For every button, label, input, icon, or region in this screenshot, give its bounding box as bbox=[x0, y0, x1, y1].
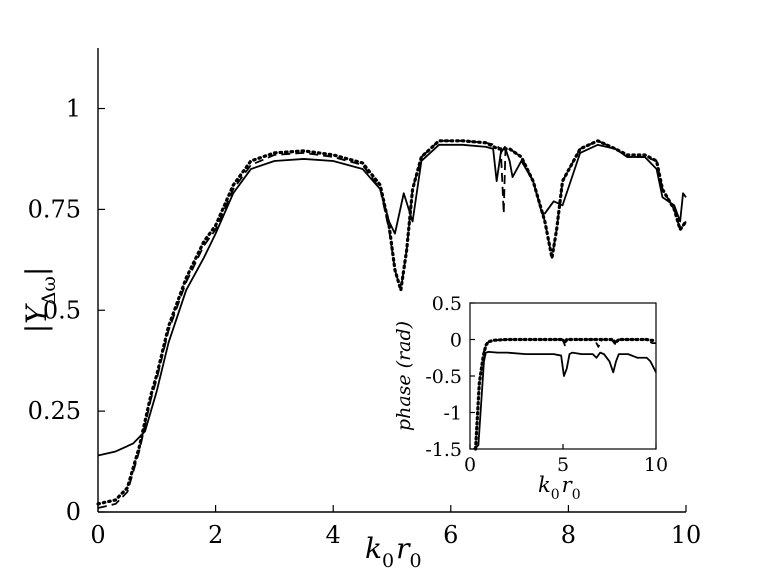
main-y-tick-label-0: 0 bbox=[66, 498, 81, 526]
main-x-axis-label-r-sub: 0 bbox=[409, 550, 421, 572]
inset-x-axis-label-r-sub: 0 bbox=[572, 487, 581, 503]
main-x-tick-label-3: 6 bbox=[443, 521, 458, 549]
main-x-tick-label-1: 2 bbox=[208, 521, 223, 549]
main-x-tick-label-4: 8 bbox=[561, 521, 576, 549]
inset-y-tick-label-4: -1.5 bbox=[425, 439, 462, 461]
inset-y-axis-label: phase (rad) bbox=[393, 321, 415, 431]
main-x-axis-label-r: r bbox=[396, 532, 411, 565]
main-y-axis-label-text: |YΔω| bbox=[20, 267, 60, 334]
main-series-dotted bbox=[96, 139, 688, 506]
main-x-axis-label-k: k bbox=[365, 532, 382, 565]
inset-x-axis-label-k: k bbox=[538, 473, 551, 497]
main-y-axis-label-bar-right: | bbox=[20, 267, 53, 276]
inset-x-tick-label-0: 0 bbox=[464, 454, 476, 476]
inset-frame bbox=[469, 302, 657, 450]
inset-x-axis-label-r: r bbox=[562, 473, 574, 497]
inset-y-tick-label-0: 0.5 bbox=[432, 293, 462, 315]
inset-x-axis-label-k-sub: 0 bbox=[551, 487, 560, 503]
main-x-tick-label-5: 10 bbox=[671, 521, 702, 549]
main-x-axis-label-k-sub: 0 bbox=[382, 550, 394, 572]
inset-x-tick-label-2: 10 bbox=[644, 454, 668, 476]
inset-y-tick-label-2: -0.5 bbox=[425, 366, 462, 388]
inset-series-solid bbox=[473, 351, 657, 450]
main-ticks: 0 2 4 6 8 10 0 0.25 0.5 0.75 1 bbox=[28, 95, 702, 549]
main-x-tick-label-2: 4 bbox=[326, 521, 341, 549]
inset-y-tick-label-1: 0 bbox=[450, 330, 462, 352]
inset-series-dotted bbox=[473, 337, 658, 451]
main-y-tick-label-4: 1 bbox=[66, 95, 81, 123]
main-series bbox=[96, 139, 688, 509]
main-y-axis-label-bar-left: | bbox=[20, 324, 53, 333]
inset-series bbox=[473, 337, 658, 451]
inset-x-axis-label: k0r0 bbox=[538, 473, 581, 503]
main-y-axis-label-symbol: Y bbox=[20, 303, 53, 324]
main-y-tick-label-3: 0.75 bbox=[28, 195, 81, 223]
main-y-tick-label-2: 0.5 bbox=[43, 296, 81, 324]
inset-x-tick-label-1: 5 bbox=[557, 454, 569, 476]
main-x-tick-label-0: 0 bbox=[90, 521, 105, 549]
inset-plot: 0 5 100.50-0.5-1-1.5 phase (rad) k0r0 bbox=[393, 293, 668, 503]
main-y-axis-label: |YΔω| bbox=[20, 267, 60, 334]
main-y-tick-label-1: 0.25 bbox=[28, 397, 81, 425]
inset-ticks: 0 5 10 0.5 0 -0.5 -1 -1.5 bbox=[425, 293, 668, 476]
inset-y-tick-label-3: -1 bbox=[443, 403, 462, 425]
main-y-axis-label-subscript: Δω bbox=[38, 276, 60, 305]
main-x-axis-label: k0r0 bbox=[365, 532, 422, 572]
